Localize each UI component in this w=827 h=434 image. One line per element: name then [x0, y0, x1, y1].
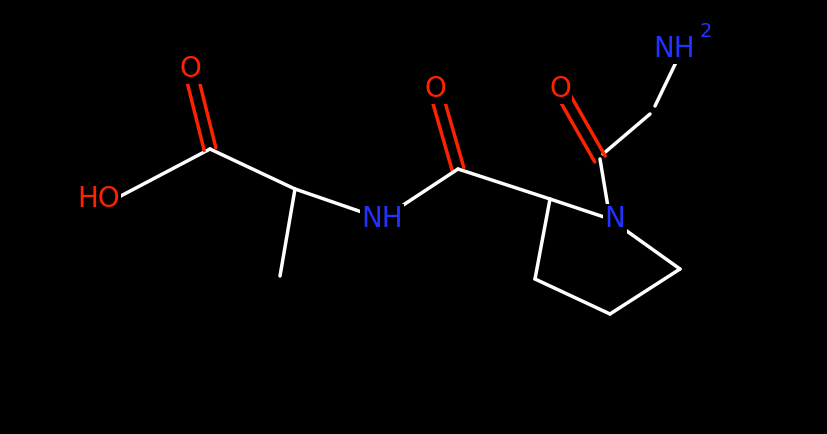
Text: 2: 2 [700, 22, 712, 41]
Text: NH: NH [653, 35, 695, 63]
Text: HO: HO [78, 185, 120, 213]
Text: O: O [549, 75, 571, 103]
Text: NH: NH [361, 205, 403, 233]
Text: O: O [179, 55, 201, 83]
Text: N: N [605, 205, 625, 233]
Text: O: O [424, 75, 446, 103]
